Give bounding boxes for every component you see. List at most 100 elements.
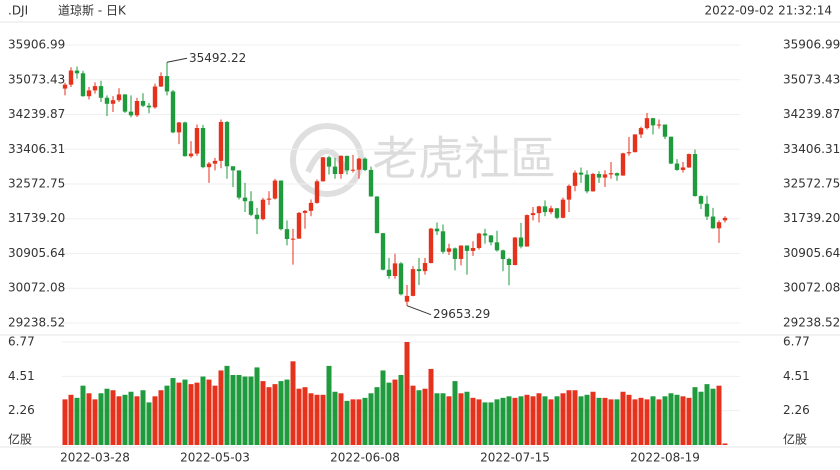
y-tick-label: 33406.31 (8, 142, 65, 156)
volume-bar (344, 400, 350, 445)
volume-bar (134, 396, 140, 445)
candle-body (692, 154, 698, 197)
candle-body (368, 169, 374, 197)
candle-body (248, 201, 254, 215)
volume-bar (380, 370, 386, 445)
volume-bar (650, 396, 656, 445)
candle-body (296, 212, 302, 239)
volume-bar (236, 375, 242, 445)
volume-bar (218, 370, 224, 445)
candle-body (314, 181, 320, 203)
volume-bar (656, 399, 662, 445)
volume-bar (644, 399, 650, 445)
volume-bar (458, 393, 464, 445)
y-tick-label: 30072.08 (783, 281, 840, 295)
max-label: 35492.22 (189, 51, 246, 65)
candle-body (464, 245, 470, 251)
candle-body (578, 172, 584, 175)
candle-body (584, 174, 590, 192)
volume-bar (278, 381, 284, 445)
y-tick-label: 31739.20 (783, 211, 840, 225)
candle-body (404, 295, 410, 302)
candle-body (140, 100, 146, 106)
candle-body (452, 248, 458, 259)
volume-bar (290, 361, 296, 445)
candle-body (476, 233, 482, 249)
volume-bar (314, 394, 320, 445)
y-tick-label: 33406.31 (783, 142, 840, 156)
volume-bar (578, 396, 584, 445)
candle-body (458, 245, 464, 259)
volume-bar (686, 397, 692, 445)
x-tick-label: 2022-05-03 (180, 451, 250, 465)
volume-bar (440, 393, 446, 445)
volume-bar (530, 396, 536, 445)
candle-body (716, 222, 722, 229)
volume-bar (68, 394, 74, 445)
volume-bar (164, 385, 170, 445)
candle-body (674, 163, 680, 170)
y-tick-label: 34239.87 (783, 107, 840, 121)
volume-bar (668, 393, 674, 445)
candle-body (614, 173, 620, 176)
candle-body (272, 180, 278, 199)
volume-bar (200, 376, 206, 445)
y-tick-label: 30072.08 (8, 281, 65, 295)
candle-body (194, 128, 200, 154)
volume-bar (368, 393, 374, 445)
volume-bar (158, 390, 164, 445)
volume-bar (710, 388, 716, 445)
candle-body (332, 166, 338, 174)
volume-bar (392, 379, 398, 445)
volume-bar (476, 399, 482, 445)
volume-bar (62, 399, 68, 445)
symbol: .DJI (8, 4, 28, 18)
volume-bar (260, 381, 266, 445)
volume-bar (602, 397, 608, 445)
volume-tick-label: 4.51 (8, 369, 35, 383)
volume-bar (554, 396, 560, 445)
volume-bar (332, 391, 338, 445)
candle-body (74, 70, 80, 74)
volume-bar (140, 390, 146, 445)
y-tick-label: 34239.87 (8, 107, 65, 121)
candle-body (410, 269, 416, 296)
candle-body (596, 173, 602, 178)
candle-body (680, 167, 686, 170)
volume-bar (302, 387, 308, 445)
volume-bar (122, 394, 128, 445)
volume-bar (620, 391, 626, 445)
candle-body (86, 90, 92, 97)
x-tick-label: 2022-06-08 (330, 451, 400, 465)
y-tick-label: 30905.64 (8, 246, 65, 260)
volume-bar (434, 393, 440, 445)
candle-body (92, 86, 98, 91)
candle-body (308, 202, 314, 211)
candle-body (260, 199, 266, 220)
volume-bar (596, 397, 602, 445)
candle-body (230, 166, 236, 171)
volume-bar (716, 385, 722, 445)
volume-bar (194, 382, 200, 445)
candle-body (116, 94, 122, 101)
candle-body (668, 136, 674, 164)
volume-bar (86, 393, 92, 445)
volume-bar (272, 384, 278, 445)
volume-bar (608, 399, 614, 445)
candle-body (422, 263, 428, 272)
timestamp: 2022-09-02 21:32:14 (705, 4, 832, 18)
candle-body (470, 248, 476, 251)
volume-bar (524, 394, 530, 445)
candle-body (638, 128, 644, 135)
annotation-line (406, 305, 432, 316)
candle-body (482, 233, 488, 236)
volume-tick-label: 6.77 (783, 335, 810, 349)
y-tick-label: 32572.75 (783, 177, 840, 191)
volume-bar (722, 443, 728, 445)
candle-body (512, 237, 518, 265)
y-tick-label: 32572.75 (8, 177, 65, 191)
volume-bar (638, 397, 644, 445)
y-tick-label: 31739.20 (8, 211, 65, 225)
volume-bar (680, 396, 686, 445)
